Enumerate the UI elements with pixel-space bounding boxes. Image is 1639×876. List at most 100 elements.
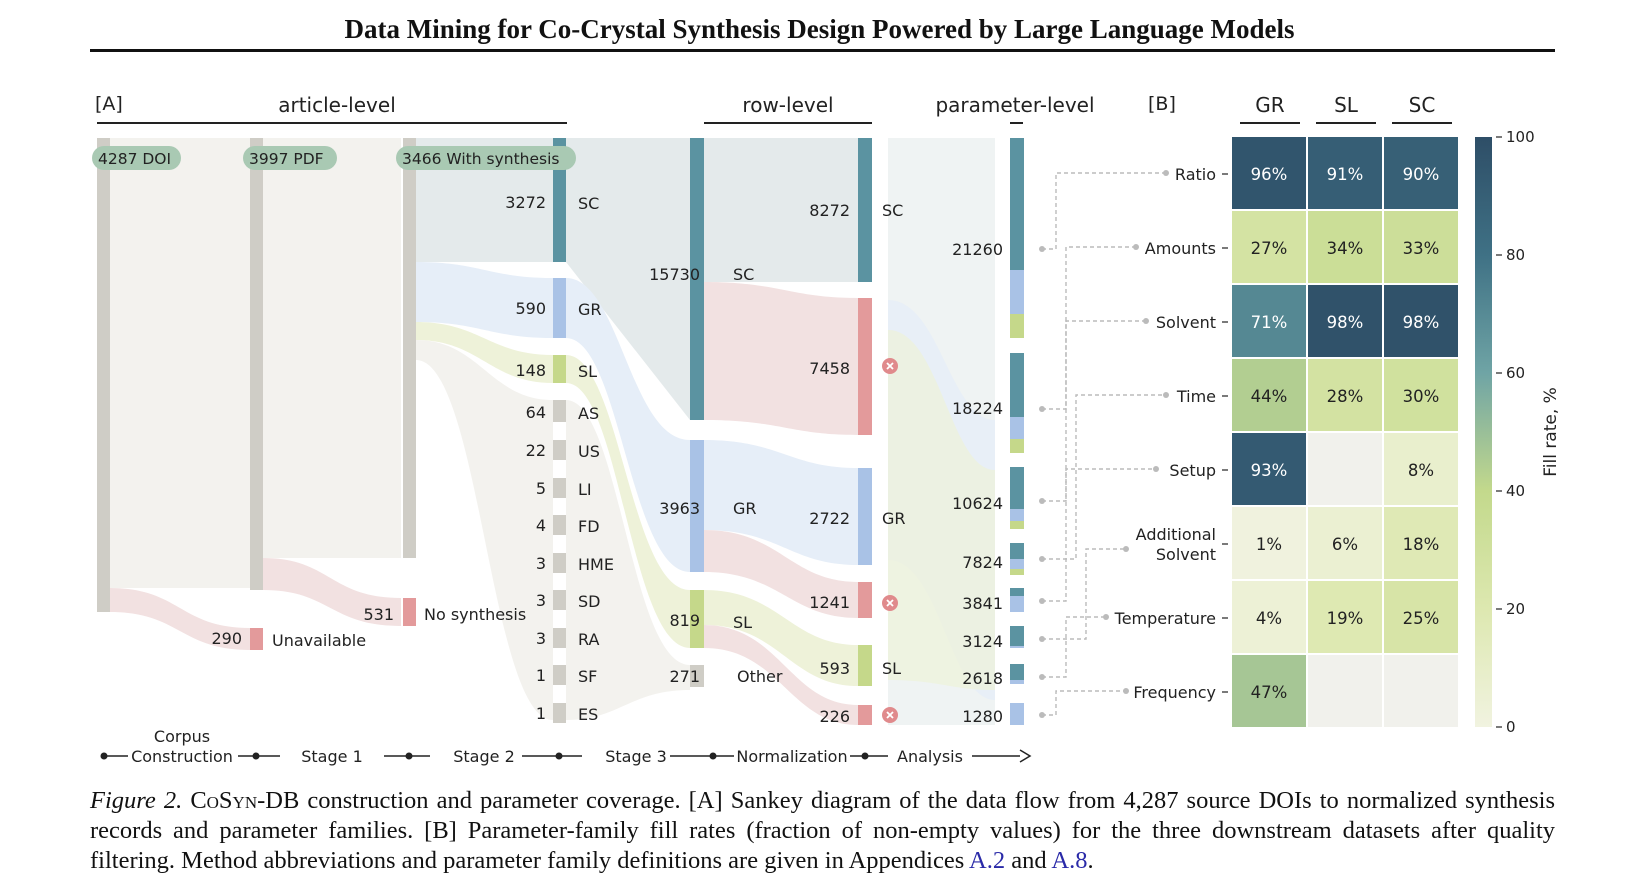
method-n-7: 3 [536, 554, 546, 573]
panel-b-label: [B] [1148, 93, 1176, 115]
heatmap-cell [1232, 137, 1306, 209]
row-label: Setup [1169, 461, 1216, 480]
row-labels: 15730 SC 3963 GR 819 SL 271 Other [649, 265, 783, 686]
method-n-3: 64 [526, 403, 546, 422]
node-param-8-gr [1010, 703, 1024, 725]
node-method-ra [553, 628, 566, 648]
row-n-2: 819 [669, 611, 700, 630]
figure-caption: Figure 2. CoSyn-DB construction and para… [90, 786, 1555, 876]
norm-n-3: 1241 [809, 593, 850, 612]
method-code-1: GR [578, 300, 602, 319]
method-n-4: 22 [526, 441, 546, 460]
norm-code-0: SC [882, 201, 903, 220]
heatmap-cell [1384, 285, 1458, 357]
node-param-4-sc [1010, 543, 1024, 559]
method-code-8: SD [578, 592, 600, 611]
unavailable-label: Unavailable [272, 631, 366, 650]
panel-a-label: [A] [95, 93, 123, 115]
cell-value: 91% [1327, 165, 1364, 184]
cell-value: 98% [1403, 313, 1440, 332]
node-synth [403, 138, 416, 558]
figure-2: [A] article-level row-level parameter-le… [92, 93, 1561, 768]
method-labels: 3272 SC 590 GR 148 SL 64 AS 22 US 5 LI 4… [505, 193, 614, 724]
node-param-4-gr [1010, 559, 1024, 569]
node-method-fd [553, 515, 566, 535]
cell-value: 30% [1403, 387, 1440, 406]
row-label: Solvent [1156, 545, 1216, 564]
stage-1: Stage 1 [301, 747, 363, 766]
heatmap-cell [1308, 433, 1382, 505]
flow-norm-params-sl [888, 330, 995, 690]
drop-labels: 290 Unavailable 531 No synthesis [211, 605, 526, 650]
method-code-6: FD [578, 517, 600, 536]
heatmap-cell [1232, 507, 1306, 579]
node-norm-sc-drop [858, 298, 872, 435]
flow-synth-other [416, 340, 553, 720]
page-title: Data Mining for Co-Crystal Synthesis Des… [344, 14, 1295, 44]
param-n-1: 18224 [952, 399, 1003, 418]
cell-value: 18% [1403, 535, 1440, 554]
discard-icon [882, 707, 898, 723]
node-method-as [553, 400, 566, 422]
flow-doi-unavailable [110, 588, 250, 650]
colorbar-label: Fill rate, % [1541, 387, 1561, 477]
norm-labels: 8272 SC 7458 2722 GR 1241 593 SL 226 [809, 201, 905, 726]
param-n-5: 3124 [962, 632, 1003, 651]
method-n-0: 3272 [505, 193, 546, 212]
flow-rows-gr-drop [704, 530, 858, 618]
appendix-link-1[interactable]: A.2 [969, 847, 1006, 874]
node-param-1-sl [1010, 314, 1024, 338]
stage-corpus-2: Construction [131, 747, 233, 766]
dataset-name: CoSyn [190, 787, 258, 814]
nosynth-label: No synthesis [424, 605, 526, 624]
node-nosynth [403, 598, 416, 626]
method-n-10: 1 [536, 666, 546, 685]
row-label: Ratio [1175, 165, 1216, 184]
heatmap-cell [1384, 581, 1458, 653]
heatmap-cell [1384, 655, 1458, 727]
row-label: Amounts [1145, 239, 1216, 258]
node-norm-sc [858, 138, 872, 282]
badge-pdf-bg [243, 146, 337, 170]
cell-value: 93% [1251, 461, 1288, 480]
heatmap-cell [1308, 507, 1382, 579]
param-n-2: 10624 [952, 494, 1003, 513]
connector-dots [1039, 170, 1169, 718]
heatmap-cell [1384, 137, 1458, 209]
node-method-hme [553, 553, 566, 573]
heatmap-cell [1308, 285, 1382, 357]
param-n-6: 2618 [962, 669, 1003, 688]
flow-sl-rows [566, 355, 690, 648]
badge-synth-bg [396, 146, 576, 170]
param-n-0: 21260 [952, 240, 1003, 259]
stage-corpus-1: Corpus [154, 727, 210, 746]
caption-text-1: -DB construction and parameter coverage.… [90, 787, 1555, 874]
node-norm-gr-drop [858, 582, 872, 618]
colorbar-tick-label: 60 [1506, 364, 1525, 382]
appendix-link-2[interactable]: A.8 [1051, 847, 1088, 874]
row-code-0: SC [733, 265, 754, 284]
node-param-6-gr [1010, 646, 1024, 648]
heatmap-cell [1232, 581, 1306, 653]
node-doi [97, 138, 110, 612]
method-code-2: SL [578, 362, 597, 381]
node-param-7-gr [1010, 680, 1024, 684]
heatmap-cell [1232, 433, 1306, 505]
node-method-sl [553, 355, 566, 383]
node-param-1-sc [1010, 138, 1024, 270]
row-code-3: Other [737, 667, 783, 686]
method-code-11: ES [578, 705, 598, 724]
method-code-7: HME [578, 555, 614, 574]
node-row-sc [690, 138, 704, 420]
cell-value: 27% [1251, 239, 1288, 258]
node-param-3-sc [1010, 467, 1024, 509]
row-level-label: row-level [742, 93, 833, 117]
node-param-2-sl [1010, 439, 1024, 453]
cell-value: 96% [1251, 165, 1288, 184]
stage-2: Stage 2 [453, 747, 515, 766]
node-method-li [553, 478, 566, 498]
column-header: SL [1334, 93, 1359, 117]
node-method-sf [553, 665, 566, 685]
row-label: Frequency [1133, 683, 1216, 702]
method-n-8: 3 [536, 591, 546, 610]
